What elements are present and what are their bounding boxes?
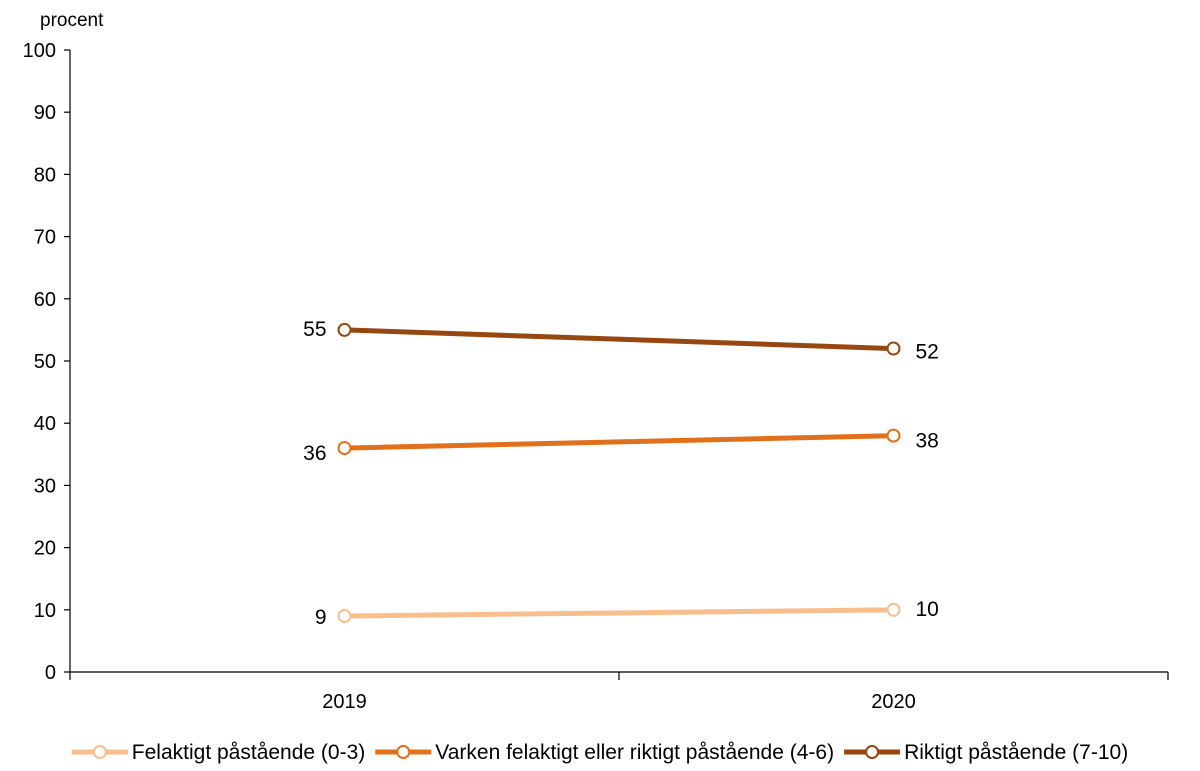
y-ticks: 0 10 20 30 40 50 60 70 80 90 100 (23, 40, 70, 684)
series-1: 9 10 (315, 598, 939, 629)
legend-label: Varken felaktigt eller riktigt påstående… (435, 741, 834, 764)
y-tick-label: 70 (34, 227, 56, 249)
legend-swatch-marker (865, 745, 880, 759)
y-tick-label: 0 (45, 662, 56, 684)
data-point (337, 441, 352, 456)
data-label: 38 (916, 430, 939, 453)
data-point (337, 609, 352, 624)
data-point (337, 322, 352, 337)
y-tick-label: 20 (34, 538, 56, 560)
series-line (342, 607, 896, 619)
data-point (886, 602, 901, 617)
series-3: 55 52 (303, 318, 939, 364)
y-tick-label: 50 (34, 351, 56, 373)
x-tick-label: 2019 (322, 691, 367, 713)
series-group: 9 10 36 38 55 52 (303, 318, 939, 629)
legend-swatch-marker (92, 745, 107, 759)
legend-swatch-marker (396, 745, 411, 759)
data-point (886, 341, 901, 356)
x-tick-label: 2020 (871, 691, 916, 713)
data-label: 55 (303, 318, 326, 341)
y-axis-label: procent (40, 10, 104, 31)
legend-item-2: Varken felaktigt eller riktigt påstående… (375, 741, 834, 764)
legend-label: Felaktigt påstående (0-3) (132, 741, 365, 764)
series-line (342, 327, 896, 352)
legend-item-1: Felaktigt påstående (0-3) (71, 741, 365, 764)
legend-label: Riktigt påstående (7-10) (904, 741, 1128, 764)
y-tick-label: 100 (23, 40, 56, 62)
data-label: 9 (315, 606, 327, 629)
legend-item-3: Riktigt påstående (7-10) (844, 741, 1128, 764)
legend: Felaktigt påstående (0-3) Varken felaktig… (71, 741, 1128, 764)
axes (69, 50, 1168, 673)
data-label: 36 (303, 442, 326, 465)
y-tick-label: 10 (34, 600, 56, 622)
series-line (342, 433, 896, 451)
y-tick-label: 60 (34, 289, 56, 311)
x-ticks: 2019 2020 (69, 672, 1169, 713)
y-tick-label: 90 (34, 102, 56, 124)
data-label: 52 (916, 341, 939, 364)
y-tick-label: 40 (34, 413, 56, 435)
data-label: 10 (916, 598, 939, 621)
series-2: 36 38 (303, 428, 939, 465)
y-tick-label: 30 (34, 475, 56, 497)
data-point (886, 428, 901, 443)
y-tick-label: 80 (34, 164, 56, 186)
